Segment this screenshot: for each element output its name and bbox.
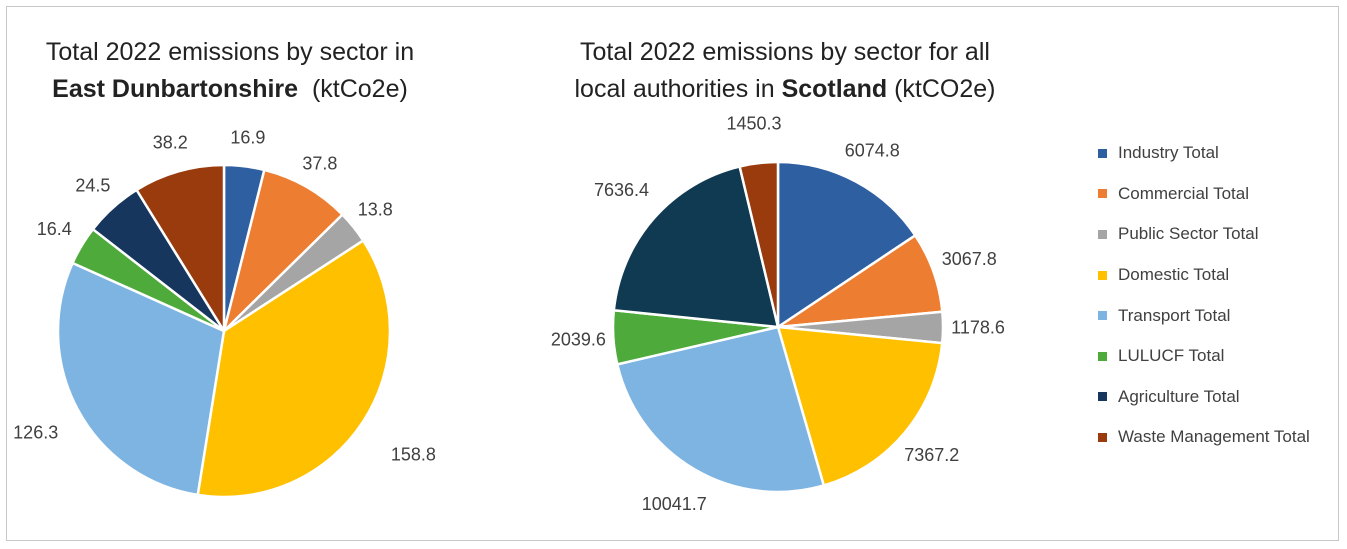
pie-data-label: 7636.4 — [594, 180, 649, 200]
legend: Industry Total Commercial Total Public Sec… — [1098, 133, 1310, 458]
title-unit: (ktCo2e) — [311, 75, 408, 103]
legend-item: LULUCF Total — [1098, 336, 1310, 377]
pie-data-label: 37.8 — [302, 154, 337, 174]
title-line-prefix: local authorities in — [574, 75, 775, 103]
chart-frame — [6, 6, 1339, 541]
legend-swatch — [1098, 148, 1107, 158]
legend-item: Waste Management Total — [1098, 417, 1310, 458]
legend-label: Commercial Total — [1118, 183, 1250, 203]
title-region: Scotland — [781, 75, 888, 103]
title-region: East Dunbartonshire — [52, 75, 299, 103]
pie-slice — [56, 261, 226, 497]
pie-slice — [776, 325, 944, 487]
chart-title-scotland: Total 2022 emissions by sector for all l… — [540, 34, 1030, 108]
legend-item: Transport Total — [1098, 295, 1310, 336]
legend-label: Transport Total — [1118, 305, 1231, 325]
legend-swatch — [1098, 392, 1107, 402]
legend-label: Agriculture Total — [1118, 386, 1240, 406]
title-line: Total 2022 emissions by sector in — [45, 38, 415, 66]
pie-scotland: 6074.8 3067.8 1178.6 7367.2 10041.7 2039.6 763… — [551, 113, 1005, 513]
pie-slice — [196, 239, 392, 499]
pie-data-label: 24.5 — [75, 175, 110, 195]
pie-data-label: 38.2 — [153, 133, 188, 153]
pie-data-label: 1450.3 — [726, 113, 781, 133]
pie-data-label: 7367.2 — [904, 445, 959, 465]
pie-data-label: 3067.8 — [942, 249, 997, 269]
pie-slice — [616, 325, 826, 494]
legend-swatch — [1098, 189, 1107, 199]
legend-swatch — [1098, 432, 1107, 442]
pie-slice — [612, 165, 780, 329]
title-unit: (ktCO2e) — [894, 75, 996, 103]
legend-label: Industry Total — [1118, 143, 1219, 163]
pie-data-label: 158.8 — [391, 444, 436, 464]
legend-item: Public Sector Total — [1098, 214, 1310, 255]
title-line: Total 2022 emissions by sector for all — [580, 38, 990, 66]
legend-item: Agriculture Total — [1098, 377, 1310, 418]
pie-slice — [222, 168, 344, 333]
legend-item: Industry Total — [1098, 133, 1310, 174]
pie-east-dunbartonshire: 16.9 37.8 13.8 158.8 126.3 16.4 24.5 38.2 — [13, 128, 436, 499]
pie-data-label: 6074.8 — [845, 141, 900, 161]
pie-slice — [135, 163, 226, 333]
legend-label: Public Sector Total — [1118, 224, 1259, 244]
legend-swatch — [1098, 311, 1107, 321]
pie-data-label: 13.8 — [358, 200, 393, 220]
pie-data-label: 16.4 — [37, 219, 72, 239]
pie-data-label: 10041.7 — [642, 494, 707, 514]
legend-swatch — [1098, 270, 1107, 280]
pie-slice — [738, 160, 780, 329]
pie-slice — [776, 160, 917, 329]
legend-label: Domestic Total — [1118, 265, 1230, 285]
legend-item: Domestic Total — [1098, 255, 1310, 296]
pie-data-label: 16.9 — [230, 128, 265, 148]
pie-data-label: 2039.6 — [551, 330, 606, 350]
legend-swatch — [1098, 229, 1107, 239]
pie-data-label: 1178.6 — [951, 318, 1005, 338]
legend-label: LULUCF Total — [1118, 346, 1225, 366]
pie-data-label: 126.3 — [13, 423, 58, 443]
chart-title-east-dunbartonshire: Total 2022 emissions by sector in East D… — [10, 34, 450, 108]
legend-label: Waste Management Total — [1118, 427, 1310, 447]
legend-item: Commercial Total — [1098, 174, 1310, 215]
legend-swatch — [1098, 351, 1107, 361]
